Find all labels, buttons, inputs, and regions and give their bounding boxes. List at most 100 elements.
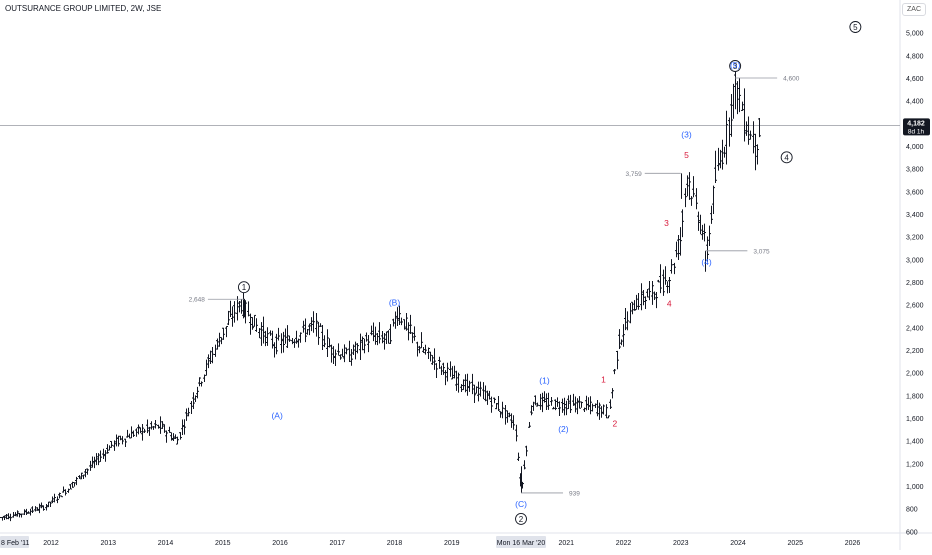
ohlc-bar [25,508,28,516]
ohlc-bar [159,416,162,434]
ohlc-bar [249,313,252,335]
chart-title: OUTSURANCE GROUP LIMITED, 2W, JSE [5,4,162,13]
ohlc-bar [299,332,302,343]
ohlc-bar [543,391,546,403]
ohlc-bar [637,292,640,310]
ohlc-bar [605,404,608,419]
price-level-label: 3,759 [625,171,642,178]
ohlc-bar [449,361,452,377]
ohlc-bar [231,306,234,327]
primary-wave-number: 2 [519,515,524,524]
ohlc-bar [174,434,177,439]
time-axis[interactable]: 2012 2013 2014 2015 2016 2017 2018 2019 2021 2022… [0,536,860,548]
ohlc-bar [258,328,261,339]
ohlc-bar [506,410,509,423]
ohlc-bar [207,354,210,369]
ohlc-bar [455,370,458,391]
time-tick-label: 2014 [158,540,174,547]
minor-wave-label: 5 [684,150,689,160]
intermediate-wave-label: (A) [271,410,283,420]
primary-wave-circle [849,21,862,33]
primary-wave-label: 3 [729,60,742,72]
ohlc-bar [396,307,399,327]
ohlc-bar [93,456,96,469]
primary-wave-label: 2 [515,512,527,525]
ohlc-bar [165,430,168,443]
ohlc-bar [508,412,511,418]
ohlc-bar [255,318,258,332]
ohlc-bar [598,402,601,420]
ohlc-bar [596,399,599,417]
ohlc-bar [681,209,684,238]
ohlc-bar [583,407,586,412]
ohlc-bar [427,347,430,359]
ohlc-bar [600,406,603,418]
primary-wave-circle [729,60,742,72]
ohlc-bar [563,397,566,416]
ohlc-bar [752,121,755,154]
ohlc-bar [409,314,412,335]
ohlc-bar [416,341,419,357]
price-axis[interactable]: 600 800 1,000 1,200 1,400 1,600 1,800 2,000 2,20… [903,31,930,537]
time-tick-label: 2016 [272,540,288,547]
ohlc-bar [670,259,673,274]
ohlc-bar [38,503,41,514]
ohlc-bar [172,433,175,442]
ohlc-bar [515,424,518,442]
price-level-annotation: 4,600 [735,76,800,83]
ohlc-bar [251,317,254,330]
price-tick-label: 4,800 [906,53,924,60]
ohlc-bar [471,373,474,395]
ohlc-bar [293,339,296,348]
ohlc-bar [361,336,364,351]
primary-wave-number: 1 [242,283,247,292]
time-tick-label: 2019 [444,540,460,547]
time-marker-label-group: Mon 16 Mar '20 [496,536,547,548]
current-price-value: 4,182 [907,120,925,127]
ohlc-bar [756,144,759,165]
ohlc-bar [580,401,583,408]
ohlc-bar [332,346,335,364]
ohlc-bar [367,335,370,353]
time-tick-label: 2017 [329,540,345,547]
ohlc-bar [708,225,711,247]
ohlc-bar [1,516,4,521]
ohlc-bar [240,299,243,314]
ohlc-bar [550,396,553,406]
ohlc-bar [321,325,324,350]
ohlc-bar [565,400,568,416]
ohlc-bar [31,506,34,513]
ohlc-bar [176,436,179,445]
price-level-label: 4,600 [783,76,800,83]
ohlc-bar [558,401,561,417]
ohlc-bar [453,365,456,379]
ohlc-bar [238,300,241,313]
ohlc-bar [376,333,379,346]
ohlc-bar [352,344,355,355]
ohlc-bar [383,333,386,350]
ohlc-bar [659,264,662,294]
ohlc-bar [405,313,408,331]
time-tick-label: 2021 [558,540,574,547]
minor-wave-label: 1 [601,374,606,384]
ohlc-bar [227,310,230,325]
intermediate-wave-label: (4) [701,257,712,267]
ohlc-bar [444,370,447,386]
ohlc-bar [622,324,625,347]
ohlc-bar [607,415,610,419]
ohlc-bar [141,423,144,441]
ohlc-bar [477,381,480,402]
price-tick-label: 5,000 [906,31,924,38]
ohlc-bar [561,398,564,413]
ohlc-bar [143,428,146,433]
primary-wave-label: 1 [237,281,250,294]
ohlc-bar [464,374,467,393]
ohlc-bar [510,413,513,428]
currency-badge[interactable]: ZAC [902,3,926,16]
ohlc-bar [198,377,201,387]
ohlc-bar [18,513,21,518]
price-tick-label: 2,000 [906,371,924,378]
ohlc-bar [499,410,502,418]
